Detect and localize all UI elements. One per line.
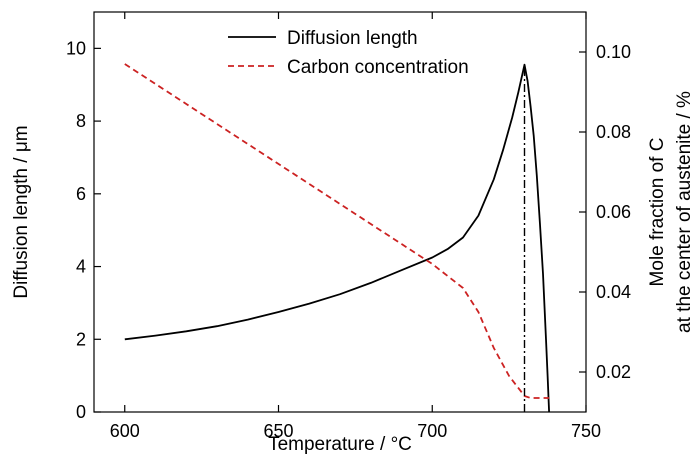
- legend-label-diffusion-length: Diffusion length: [287, 28, 418, 49]
- y-right-tick-label: 0.04: [596, 282, 631, 302]
- y-left-tick-label: 8: [76, 111, 86, 131]
- y-right-tick-label: 0.10: [596, 42, 631, 62]
- y-left-tick-label: 2: [76, 329, 86, 349]
- y-right-tick-label: 0.06: [596, 202, 631, 222]
- y-right-tick-label: 0.02: [596, 362, 631, 382]
- series-layer: [124, 63, 550, 413]
- legend: Diffusion length Carbon concentration: [228, 28, 469, 78]
- x-tick-label: 700: [417, 421, 447, 441]
- ticks-layer: 600 650 700 750 0 2 4 6 8 10 0.02 0.04 0.06 0.08 0.10: [66, 12, 631, 441]
- y-right-tick-label: 0.08: [596, 122, 631, 142]
- series-line-carbon-concentration: [124, 63, 550, 399]
- y-left-tick-label: 10: [66, 38, 86, 58]
- y-axis-left-title: Diffusion length / μm: [11, 125, 32, 298]
- y-axis-right-title-line2: at the center of austenite / %: [674, 91, 695, 333]
- y-left-tick-label: 0: [76, 402, 86, 422]
- series-line-diffusion-length: [124, 63, 550, 413]
- y-axis-right-title-line1: Mole fraction of C: [647, 138, 668, 287]
- y-left-tick-label: 4: [76, 257, 86, 277]
- x-tick-label: 750: [571, 421, 601, 441]
- x-axis-title: Temperature / °C: [268, 434, 412, 455]
- legend-label-carbon-concentration: Carbon concentration: [287, 57, 469, 78]
- x-tick-label: 650: [263, 421, 293, 441]
- x-tick-label: 600: [110, 421, 140, 441]
- y-left-tick-label: 6: [76, 184, 86, 204]
